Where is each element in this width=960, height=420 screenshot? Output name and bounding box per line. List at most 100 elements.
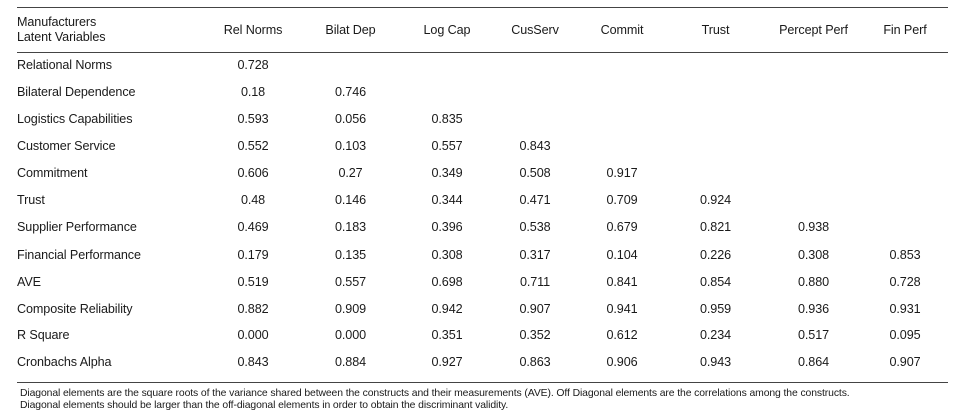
table-cell	[765, 132, 862, 160]
column-header-cusserv: CusServ	[511, 22, 559, 37]
table-cell: 0.352	[519, 328, 551, 342]
column-header-log-cap: Log Cap	[423, 22, 471, 37]
correlation-table: Manufacturers Latent Variables Rel Norms…	[17, 7, 948, 376]
table-body: Relational Norms 0.728 Bilateral Dependenc…	[17, 52, 948, 376]
table-row: Logistics Capabilities 0.593 0.056 0.835	[17, 105, 948, 132]
table-cell: 0.835	[431, 111, 463, 126]
table-cell: 0.234	[699, 328, 731, 342]
table-cell	[862, 213, 948, 240]
latent-variables-label: Latent Variables	[17, 29, 106, 44]
table-cell: 0.679	[606, 219, 638, 234]
table-cell	[862, 52, 948, 78]
table-row: Bilateral Dependence 0.18 0.746	[17, 78, 948, 105]
table-cell	[402, 52, 492, 78]
column-header-trust: Trust	[701, 22, 730, 37]
footnote-line-1: Diagonal elements are the square roots o…	[20, 388, 850, 399]
row-label: Cronbachs Alpha	[17, 355, 112, 369]
table-cell: 0.709	[606, 192, 638, 207]
table-cell: 0.056	[334, 111, 366, 126]
table-cell	[862, 160, 948, 186]
table-cell	[402, 78, 492, 105]
table-cell: 0.612	[606, 328, 638, 342]
row-label: Commitment	[17, 166, 88, 180]
row-label: R Square	[17, 328, 70, 342]
row-label: Financial Performance	[17, 247, 141, 262]
footnote-line-2: Diagonal elements should be larger than …	[20, 400, 509, 411]
table-cell	[492, 105, 578, 132]
row-label: Supplier Performance	[17, 219, 137, 234]
table-header-row: Manufacturers Latent Variables Rel Norms…	[17, 7, 948, 52]
table-cell: 0.179	[237, 247, 269, 262]
table-cell	[492, 78, 578, 105]
table-cell: 0.864	[797, 355, 829, 369]
table-cell: 0.853	[889, 247, 921, 262]
table-cell	[666, 78, 765, 105]
table-cell	[862, 132, 948, 160]
table-cell: 0.593	[237, 111, 269, 126]
table-cell	[666, 160, 765, 186]
table-cell: 0.508	[519, 166, 551, 180]
table-row: Cronbachs Alpha 0.843 0.884 0.927 0.863 0.906…	[17, 348, 948, 376]
table-cell: 0.000	[334, 328, 366, 342]
table-footnote: Diagonal elements are the square roots o…	[20, 388, 950, 412]
column-header-commit: Commit	[600, 22, 644, 37]
table-cell: 0.183	[334, 219, 366, 234]
column-header-rel-norms: Rel Norms	[223, 22, 283, 37]
table-cell: 0.927	[431, 355, 463, 369]
table-cell	[862, 186, 948, 213]
table-top-rule	[17, 7, 948, 8]
table-cell	[765, 78, 862, 105]
table-row: AVE 0.519 0.557 0.698 0.711 0.841 0.854 0.880 0.…	[17, 269, 948, 295]
table-cell: 0.821	[699, 219, 731, 234]
table-cell: 0.942	[431, 301, 463, 316]
table-cell: 0.943	[699, 355, 731, 369]
table-header-rule	[17, 52, 948, 53]
table-cell: 0.344	[431, 192, 463, 207]
table-cell: 0.880	[797, 275, 829, 289]
manufacturers-label: Manufacturers	[17, 14, 97, 29]
table-cell: 0.906	[606, 355, 638, 369]
row-label: Bilateral Dependence	[17, 84, 136, 99]
table-cell: 0.519	[237, 275, 269, 289]
row-label: Trust	[17, 192, 45, 207]
table-cell: 0.728	[889, 275, 921, 289]
table-cell	[578, 52, 666, 78]
column-header-bilat-dep: Bilat Dep	[325, 22, 376, 37]
table-row: Supplier Performance 0.469 0.183 0.396 0.538…	[17, 213, 948, 240]
table-cell: 0.843	[519, 139, 551, 153]
table-cell: 0.936	[797, 301, 829, 316]
table-cell: 0.000	[237, 328, 269, 342]
table-cell: 0.557	[431, 139, 463, 153]
table-cell	[492, 52, 578, 78]
table-cell: 0.552	[237, 139, 269, 153]
table-cell: 0.48	[240, 192, 266, 207]
table-bottom-rule	[17, 382, 948, 383]
table-cell: 0.517	[797, 328, 829, 342]
table-cell	[862, 78, 948, 105]
table-cell: 0.095	[889, 328, 921, 342]
table-cell: 0.941	[606, 301, 638, 316]
table-cell: 0.882	[237, 301, 269, 316]
table-cell: 0.843	[237, 355, 269, 369]
table-cell: 0.226	[699, 247, 731, 262]
table-cell: 0.884	[334, 355, 366, 369]
table-cell: 0.317	[519, 247, 551, 262]
table-cell: 0.728	[237, 58, 269, 72]
table-cell: 0.308	[431, 247, 463, 262]
table-cell: 0.396	[431, 219, 463, 234]
table-cell	[578, 78, 666, 105]
table-cell: 0.135	[334, 247, 366, 262]
table-row: Composite Reliability 0.882 0.909 0.942 0.90…	[17, 295, 948, 322]
column-header-fin-perf: Fin Perf	[883, 22, 927, 37]
table-cell: 0.841	[606, 275, 638, 289]
table-cell: 0.471	[519, 192, 551, 207]
row-label: Relational Norms	[17, 58, 112, 72]
table-cell: 0.557	[334, 275, 366, 289]
table-cell: 0.711	[519, 275, 551, 289]
table-cell	[765, 186, 862, 213]
table-cell: 0.698	[431, 275, 463, 289]
table-row: Customer Service 0.552 0.103 0.557 0.843	[17, 132, 948, 160]
table-row: R Square 0.000 0.000 0.351 0.352 0.612 0.234 0.…	[17, 322, 948, 348]
table-cell: 0.907	[889, 355, 921, 369]
table-cell: 0.924	[699, 192, 731, 207]
